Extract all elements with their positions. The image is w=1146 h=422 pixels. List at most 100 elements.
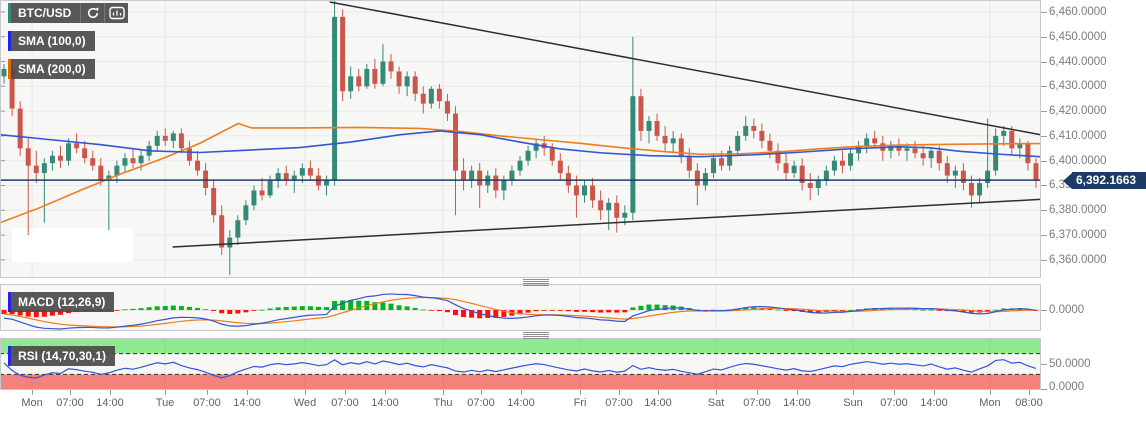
rsi-overbought-zone bbox=[0, 338, 1040, 354]
axis-tick-mark bbox=[1041, 37, 1047, 38]
time-tick-mark bbox=[853, 390, 854, 395]
sma200-tile[interactable]: SMA (200,0) bbox=[8, 59, 95, 79]
time-tick-label: 14:00 bbox=[920, 397, 948, 409]
series-color-bar bbox=[8, 31, 11, 51]
divider bbox=[104, 3, 106, 23]
time-tick-label: 08:00 bbox=[1015, 397, 1043, 409]
rsi-panel bbox=[0, 338, 1041, 390]
series-color-bar bbox=[8, 292, 11, 312]
sma100-label: SMA (100,0) bbox=[18, 34, 86, 48]
time-tick-mark bbox=[580, 390, 581, 395]
panel-resize-grip[interactable] bbox=[523, 332, 549, 339]
price-tick-label: 6,430.0000 bbox=[1049, 80, 1107, 93]
time-axis: Mon 07:00 14:00 Tue 07:00 14:00 Wed 07:00 14:00 T… bbox=[0, 390, 1043, 422]
time-tick-mark bbox=[385, 390, 386, 395]
time-tick-label: 07:00 bbox=[331, 397, 359, 409]
time-tick-mark bbox=[619, 390, 620, 395]
axis-tick-mark bbox=[1041, 62, 1047, 63]
trendline-descending bbox=[329, 1, 1041, 136]
time-tick-mark bbox=[716, 390, 718, 395]
axis-tick-mark bbox=[1041, 185, 1047, 186]
series-color-bar bbox=[8, 346, 11, 366]
axis-tick-mark bbox=[1041, 111, 1047, 112]
time-tick-mark bbox=[443, 390, 445, 395]
time-tick-label: 07:00 bbox=[56, 397, 84, 409]
rsi-tile[interactable]: RSI (14,70,30,1) bbox=[8, 346, 116, 366]
time-tick-label: Thu bbox=[433, 397, 453, 409]
macd-chart-canvas[interactable] bbox=[0, 284, 1041, 331]
time-tick-mark bbox=[344, 390, 346, 395]
time-tick-label: 14:00 bbox=[507, 397, 535, 409]
axis-tick-mark bbox=[1041, 86, 1047, 87]
axis-tick-mark bbox=[1041, 389, 1047, 390]
macd-line bbox=[3, 293, 1037, 330]
time-tick-mark bbox=[658, 390, 659, 395]
time-tick-mark bbox=[1028, 390, 1030, 395]
time-tick-label: 14:00 bbox=[783, 397, 811, 409]
price-tick-label: 6,370.0000 bbox=[1049, 229, 1107, 242]
sma100-line bbox=[0, 130, 1041, 158]
time-tick-mark bbox=[32, 390, 34, 395]
refresh-icon bbox=[87, 7, 99, 19]
time-tick-label: 14:00 bbox=[96, 397, 124, 409]
macd-tile[interactable]: MACD (12,26,9) bbox=[8, 292, 115, 312]
series-color-bar bbox=[8, 3, 11, 23]
price-tick-label: 6,400.0000 bbox=[1049, 154, 1107, 167]
price-tick-label: 6,460.0000 bbox=[1049, 5, 1107, 18]
sma200-label: SMA (200,0) bbox=[18, 62, 86, 76]
axis-tick-mark bbox=[1041, 161, 1047, 162]
price-panel bbox=[0, 0, 1041, 278]
chart-settings-button[interactable] bbox=[105, 3, 128, 23]
time-tick-label: Fri bbox=[573, 397, 587, 409]
macd-zero-label: 0.0000 bbox=[1049, 304, 1085, 316]
time-tick-label: 07:00 bbox=[880, 397, 908, 409]
time-tick-mark bbox=[69, 390, 71, 395]
watermark-box bbox=[12, 228, 133, 262]
rsi-chart-canvas[interactable] bbox=[0, 338, 1041, 390]
time-tick-mark bbox=[989, 390, 991, 395]
time-tick-mark bbox=[757, 390, 759, 395]
time-tick-label: 07:00 bbox=[467, 397, 495, 409]
symbol-label: BTC/USD bbox=[18, 6, 72, 20]
rsi-line bbox=[3, 359, 1037, 379]
time-tick-label: Sun bbox=[843, 397, 863, 409]
time-tick-label: 14:00 bbox=[644, 397, 672, 409]
price-tick-label: 6,380.0000 bbox=[1049, 204, 1107, 217]
refresh-button[interactable] bbox=[81, 3, 104, 23]
price-tick-label: 6,420.0000 bbox=[1049, 105, 1107, 118]
divider bbox=[80, 3, 82, 23]
sma200-line bbox=[0, 122, 1041, 224]
axis-tick-mark bbox=[1041, 12, 1047, 13]
time-tick-mark bbox=[165, 390, 167, 395]
time-tick-mark bbox=[305, 390, 307, 395]
time-tick-label: Mon bbox=[979, 397, 1001, 409]
rsi-oversold-zone bbox=[0, 374, 1040, 390]
rsi-label: RSI (14,70,30,1) bbox=[18, 349, 107, 363]
sma100-tile[interactable]: SMA (100,0) bbox=[8, 31, 95, 51]
time-tick-label: Wed bbox=[293, 397, 317, 409]
macd-histogram bbox=[1, 300, 1039, 319]
time-tick-mark bbox=[206, 390, 208, 395]
series-color-bar bbox=[8, 59, 11, 79]
macd-panel bbox=[0, 284, 1041, 331]
time-tick-mark bbox=[893, 390, 895, 395]
time-tick-label: Mon bbox=[21, 397, 43, 409]
time-tick-mark bbox=[934, 390, 936, 395]
time-tick-label: 07:00 bbox=[605, 397, 633, 409]
rsi-zero-label: 0.0000 bbox=[1049, 381, 1085, 393]
price-tick-label: 6,410.0000 bbox=[1049, 129, 1107, 142]
rsi-mid-label: 50.0000 bbox=[1049, 358, 1091, 370]
axis-tick-mark bbox=[1041, 260, 1047, 261]
time-tick-label: 07:00 bbox=[193, 397, 221, 409]
current-price-badge: 6,392.1663 bbox=[1063, 172, 1146, 189]
time-tick-label: 14:00 bbox=[371, 397, 399, 409]
price-chart-canvas[interactable] bbox=[0, 0, 1041, 278]
axis-tick-mark bbox=[1041, 364, 1047, 365]
price-tick-label: 6,450.0000 bbox=[1049, 30, 1107, 43]
panel-resize-grip[interactable] bbox=[523, 279, 549, 286]
macd-label: MACD (12,26,9) bbox=[18, 295, 106, 309]
time-tick-label: 14:00 bbox=[233, 397, 261, 409]
price-tick-label: 6,440.0000 bbox=[1049, 55, 1107, 68]
current-price-value: 6,392.1663 bbox=[1072, 172, 1146, 189]
symbol-tile[interactable]: BTC/USD bbox=[8, 3, 129, 23]
